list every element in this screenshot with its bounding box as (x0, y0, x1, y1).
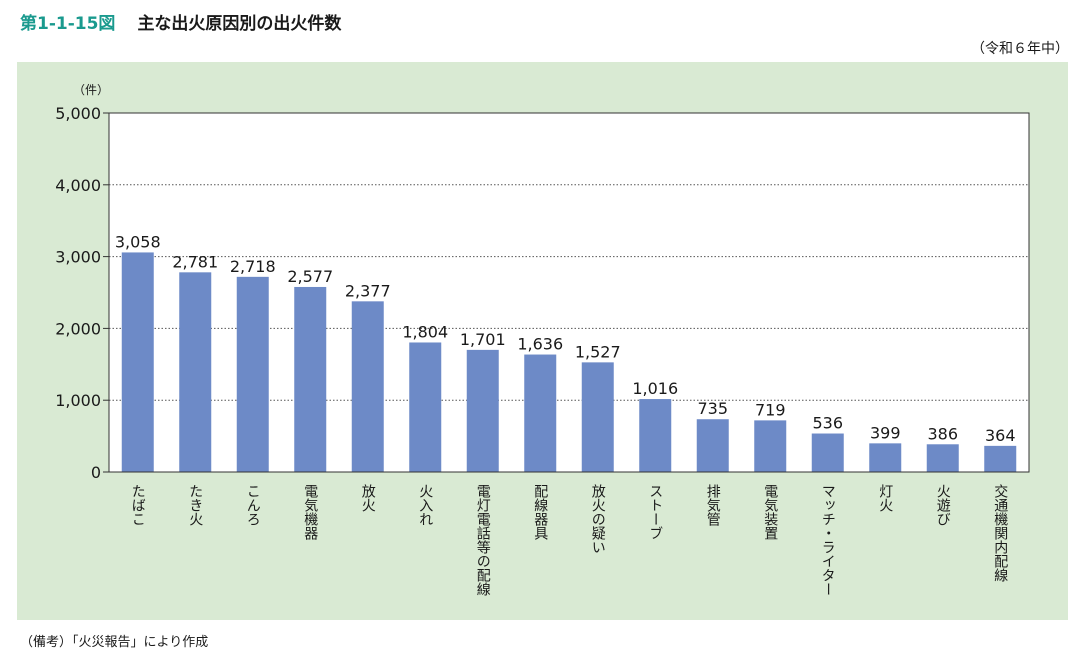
bar (811, 433, 844, 472)
data-label: 1,701 (460, 330, 506, 349)
category-label: 排気管 (705, 484, 721, 526)
data-label: 1,804 (402, 322, 448, 341)
category-label: ストーブ (647, 484, 663, 540)
y-tick-label: 1,000 (55, 391, 101, 410)
bar (754, 420, 787, 472)
data-label: 735 (697, 399, 728, 418)
bar (696, 419, 729, 472)
category-label: 放火 (360, 484, 376, 512)
data-label: 1,527 (575, 342, 621, 361)
source-note: （備考）「火災報告」により作成 (20, 635, 209, 650)
category-label: 放火の疑い (590, 484, 606, 554)
bar (869, 443, 902, 472)
data-label: 386 (927, 424, 958, 443)
bar (639, 399, 672, 472)
category-label: マッチ・ライター (820, 484, 836, 596)
data-label: 2,781 (172, 252, 218, 271)
data-label: 2,718 (230, 257, 276, 276)
category-label: 配線器具 (532, 484, 548, 540)
figure-header: 第1-1-15図 主な出火原因別の出火件数 (20, 8, 341, 34)
bar (121, 252, 154, 472)
bar (179, 272, 212, 472)
bar (984, 445, 1017, 472)
category-label: たき火 (187, 484, 203, 526)
period-label: （令和６年中） (971, 41, 1069, 57)
y-tick-label: 2,000 (55, 319, 101, 338)
category-label: 火入れ (417, 484, 433, 526)
bar (236, 276, 269, 472)
figure-number: 第1-1-15図 (20, 13, 116, 34)
data-label: 399 (870, 423, 901, 442)
category-label: たばこ (130, 484, 146, 526)
data-label: 536 (812, 414, 843, 433)
y-tick-label: 0 (91, 463, 101, 482)
bar (926, 444, 959, 472)
category-label: 電気機器 (302, 484, 318, 540)
data-label: 1,016 (632, 379, 678, 398)
plot-frame (108, 112, 1030, 473)
bar (409, 342, 442, 472)
data-label: 719 (755, 400, 786, 419)
y-tick-label: 5,000 (55, 104, 101, 123)
category-label: 電気装置 (762, 484, 778, 540)
category-label: 電灯電話等の配線 (475, 484, 491, 596)
y-axis-label: （件） (73, 83, 109, 97)
bar (466, 349, 499, 472)
data-label: 2,377 (345, 281, 391, 300)
y-tick-label: 3,000 (55, 248, 101, 267)
bar (294, 286, 327, 472)
data-label: 1,636 (517, 335, 563, 354)
category-label: こんろ (245, 484, 261, 526)
data-label: 364 (985, 426, 1016, 445)
bar (351, 301, 384, 472)
bar (581, 362, 614, 472)
data-label: 2,577 (287, 267, 333, 286)
data-label: 3,058 (115, 232, 161, 251)
category-label: 灯火 (877, 484, 893, 512)
category-label: 火遊び (935, 484, 951, 526)
figure-title: 主な出火原因別の出火件数 (137, 13, 342, 34)
bar (524, 354, 557, 472)
y-tick-label: 4,000 (55, 176, 101, 195)
category-label: 交通機関内配線 (992, 483, 1008, 582)
